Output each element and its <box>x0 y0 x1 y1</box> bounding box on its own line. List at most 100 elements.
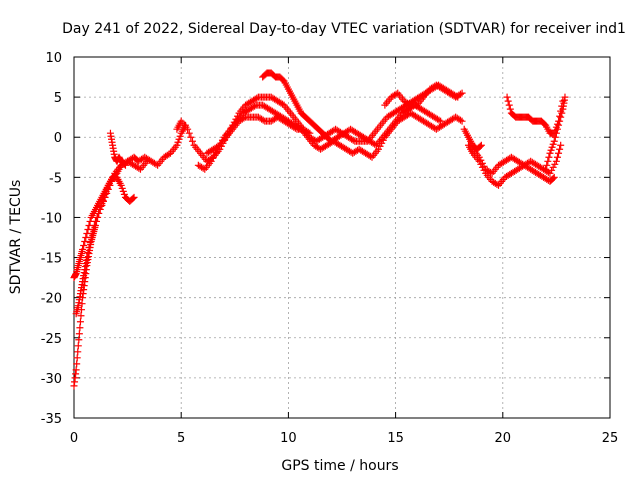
data-series <box>70 69 569 390</box>
data-point-interp <box>304 128 312 136</box>
data-point-interp <box>553 125 561 133</box>
data-point-interp <box>549 140 557 148</box>
data-point-interp <box>477 156 485 164</box>
data-point-interp <box>96 205 104 213</box>
x-tick-label: 5 <box>177 431 185 446</box>
data-point-interp <box>214 142 222 150</box>
data-point-interp <box>557 113 565 121</box>
data-point-interp <box>548 166 556 174</box>
series-track-6 <box>194 101 466 173</box>
data-point-interp <box>551 133 559 141</box>
data-point-interp <box>259 116 267 124</box>
y-tick-label: -35 <box>41 412 62 427</box>
data-point-interp <box>558 109 566 117</box>
data-point-interp <box>456 116 464 124</box>
series-track-3 <box>72 157 151 318</box>
x-axis-label: GPS time / hours <box>281 458 398 474</box>
data-point <box>458 89 466 97</box>
data-point-interp <box>106 181 114 189</box>
data-point <box>76 318 84 326</box>
data-point-interp <box>80 242 88 250</box>
data-point-interp <box>165 150 173 158</box>
data-point-interp <box>174 138 182 146</box>
data-point <box>552 157 560 165</box>
data-point <box>143 157 151 165</box>
data-point <box>207 157 215 165</box>
data-point-interp <box>405 100 413 108</box>
data-point-interp <box>506 105 514 113</box>
data-point-interp <box>75 330 83 338</box>
data-point-interp <box>349 136 357 144</box>
series-track-13 <box>542 93 569 173</box>
data-point <box>87 234 95 241</box>
data-point-interp <box>553 153 561 161</box>
data-point-interp <box>291 124 299 132</box>
data-point-interp <box>476 142 484 150</box>
data-point-interp <box>108 177 116 185</box>
data-point <box>130 193 138 201</box>
data-point-interp <box>76 324 84 332</box>
axis-ticks <box>73 56 611 419</box>
data-point-interp <box>551 160 559 168</box>
series-track-11 <box>469 145 558 185</box>
data-point-interp <box>371 140 379 148</box>
data-point-interp <box>556 145 564 153</box>
data-point-interp <box>77 312 85 320</box>
data-point-interp <box>456 90 464 98</box>
series-track-4 <box>106 129 129 169</box>
data-point-interp <box>478 159 486 167</box>
data-point <box>74 342 82 350</box>
y-tick-label: -25 <box>41 332 62 347</box>
series-track-7 <box>203 113 314 157</box>
data-point-interp <box>543 161 551 169</box>
plot-frame <box>73 56 611 419</box>
data-point <box>374 145 382 153</box>
data-point <box>550 173 558 181</box>
chart-title: Day 241 of 2022, Sidereal Day-to-day VTE… <box>62 21 626 37</box>
series-track-12 <box>503 93 567 137</box>
data-point <box>98 201 106 209</box>
data-point-interp <box>120 190 128 198</box>
data-point-interp <box>486 168 494 176</box>
y-tick-label: 5 <box>54 91 62 106</box>
data-point <box>91 217 99 225</box>
data-point-interp <box>549 163 557 171</box>
data-point-interp <box>176 132 184 140</box>
data-point-interp <box>209 154 217 162</box>
data-point-interp <box>480 162 488 170</box>
data-point-interp <box>547 146 555 154</box>
y-tick-label: 0 <box>54 131 62 146</box>
data-point-interp <box>118 184 126 192</box>
series-track-2 <box>70 173 138 390</box>
data-point-interp <box>81 238 89 246</box>
data-point-interp <box>555 149 563 157</box>
data-point <box>546 169 554 177</box>
data-point-interp <box>187 133 195 141</box>
data-point-interp <box>199 164 207 172</box>
data-point-interp <box>549 174 557 182</box>
x-tick-label: 25 <box>602 431 619 446</box>
y-tick-label: -15 <box>41 252 62 267</box>
data-point-interp <box>84 249 92 257</box>
data-point <box>173 141 181 149</box>
data-point-interp <box>88 229 96 237</box>
y-tick-label: -30 <box>41 372 62 387</box>
data-point <box>104 185 112 193</box>
data-point-interp <box>185 129 193 137</box>
data-point <box>503 93 511 101</box>
data-point-interp <box>89 225 97 233</box>
data-point-interp <box>95 209 103 217</box>
data-point <box>546 149 554 157</box>
data-point-interp <box>78 300 86 308</box>
data-point <box>475 153 483 161</box>
data-point-interp <box>175 135 183 143</box>
data-point <box>121 161 129 169</box>
data-point <box>79 246 87 254</box>
series-track-14 <box>460 125 485 153</box>
data-point-interp <box>101 193 109 201</box>
data-point-interp <box>85 244 93 252</box>
y-tick-label: -10 <box>41 211 62 226</box>
data-point <box>550 137 558 145</box>
data-point-interp <box>119 187 127 195</box>
